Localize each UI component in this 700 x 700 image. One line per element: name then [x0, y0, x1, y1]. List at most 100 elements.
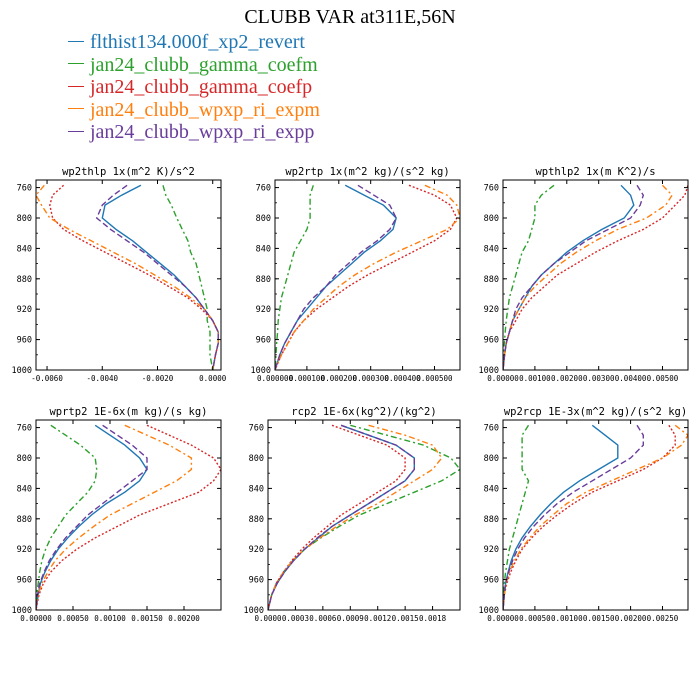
- x-tick-label: 0.00100: [551, 614, 583, 623]
- legend-label: flthist134.000f_xp2_revert: [90, 31, 305, 53]
- x-tick-label: 0.00200: [168, 614, 200, 623]
- x-tick-label: 0.00150: [583, 614, 615, 623]
- series-line: [36, 424, 148, 610]
- panel-title: wprtp2 1E-6x(m kg)/(s kg): [49, 406, 207, 418]
- y-tick-label: 840: [484, 244, 499, 254]
- x-tick-label: 0.0015: [392, 614, 419, 623]
- series-line: [503, 424, 530, 610]
- legend-swatch: [68, 63, 84, 65]
- y-tick-label: 1000: [244, 606, 264, 616]
- panel-title: rcp2 1E-6x(kg^2)/(kg^2): [291, 406, 436, 418]
- legend-item: jan24_clubb_gamma_coefp: [68, 76, 320, 99]
- y-tick-label: 920: [256, 305, 271, 315]
- x-tick-label: 0.00200: [615, 614, 647, 623]
- x-tick-label: 0.00050: [57, 614, 89, 623]
- series-line: [36, 424, 221, 610]
- legend-item: jan24_clubb_gamma_coefm: [68, 54, 320, 77]
- legend-swatch: [68, 85, 84, 87]
- y-tick-label: 920: [249, 545, 264, 555]
- legend-swatch: [68, 40, 84, 42]
- y-tick-label: 840: [17, 484, 32, 494]
- series-line: [36, 184, 219, 370]
- series-line: [101, 184, 219, 370]
- y-tick-label: 880: [256, 275, 271, 285]
- y-tick-label: 920: [484, 545, 499, 555]
- y-tick-label: 960: [249, 576, 264, 586]
- x-tick-label: 0.00050: [519, 614, 551, 623]
- series-line: [275, 185, 314, 370]
- series-group: [503, 424, 688, 610]
- y-tick-label: 960: [17, 576, 32, 586]
- series-line: [503, 184, 645, 370]
- legend-swatch: [68, 130, 84, 132]
- x-tick-label: 0.000500: [416, 374, 453, 383]
- legend-item: jan24_clubb_wpxp_ri_expp: [68, 121, 320, 144]
- legend: flthist134.000f_xp2_revert jan24_clubb_ga…: [68, 31, 320, 144]
- y-tick-label: 920: [17, 305, 32, 315]
- legend-label: jan24_clubb_gamma_coefm: [90, 53, 318, 76]
- plot-frame: [35, 419, 222, 611]
- y-tick-label: 1000: [251, 366, 271, 376]
- legend-label: jan24_clubb_gamma_coefp: [90, 76, 313, 98]
- y-tick-label: 960: [17, 336, 32, 346]
- y-tick-label: 800: [17, 454, 32, 464]
- x-tick-label: -0.0060: [31, 374, 63, 383]
- series-group: [275, 184, 460, 370]
- series-line: [268, 424, 460, 610]
- plot-frame: [502, 419, 689, 611]
- series-line: [275, 184, 397, 370]
- y-tick-label: 760: [17, 424, 32, 434]
- x-tick-label: 0.00000: [487, 614, 519, 623]
- x-tick-label: 0.0009: [337, 614, 364, 623]
- plot-frame: [35, 179, 222, 371]
- y-tick-label: 800: [484, 214, 499, 224]
- y-tick-label: 960: [484, 576, 499, 586]
- plot-frame: [502, 179, 689, 371]
- x-tick-label: 0.00000: [487, 374, 519, 383]
- panel: wp2rtp 1x(m^2 kg)/(s^2 kg) 760 800 840 880 92…: [251, 166, 461, 383]
- series-line: [275, 184, 397, 370]
- y-tick-label: 760: [17, 184, 32, 194]
- y-tick-label: 1000: [12, 366, 32, 376]
- y-tick-label: 1000: [479, 366, 499, 376]
- y-tick-label: 840: [17, 244, 32, 254]
- series-line: [36, 424, 148, 610]
- x-tick-label: 0.00100: [94, 614, 126, 623]
- series-line: [268, 424, 406, 610]
- x-tick-label: 0.0000: [199, 374, 227, 383]
- plot-frame: [267, 419, 461, 611]
- x-tick-label: 0.0000: [254, 614, 282, 623]
- x-tick-label: 0.000300: [353, 374, 390, 383]
- y-tick-label: 760: [484, 424, 499, 434]
- panel-title: wp2rtp 1x(m^2 kg)/(s^2 kg): [285, 166, 449, 178]
- x-tick-label: 0.0006: [309, 614, 337, 623]
- x-tick-label: 0.0012: [364, 614, 391, 623]
- series-line: [503, 424, 644, 610]
- series-line: [268, 424, 415, 610]
- panel: rcp2 1E-6x(kg^2)/(kg^2) 760 800 840 880 920 96…: [244, 406, 461, 623]
- panel: wprtp2 1E-6x(m kg)/(s kg) 760 800 840 880 920…: [12, 406, 222, 623]
- series-line: [503, 424, 688, 610]
- series-line: [49, 184, 219, 370]
- y-tick-label: 760: [256, 184, 271, 194]
- x-tick-label: 0.00200: [551, 374, 583, 383]
- y-tick-label: 1000: [479, 606, 499, 616]
- y-tick-label: 800: [17, 214, 32, 224]
- series-line: [503, 185, 688, 370]
- y-tick-label: 800: [484, 454, 499, 464]
- y-tick-label: 840: [249, 484, 264, 494]
- legend-item: jan24_clubb_wpxp_ri_expm: [68, 99, 320, 122]
- y-tick-label: 960: [256, 336, 271, 346]
- y-tick-label: 760: [249, 424, 264, 434]
- x-tick-label: 0.00000: [20, 614, 52, 623]
- y-tick-label: 760: [484, 184, 499, 194]
- y-tick-label: 920: [484, 305, 499, 315]
- series-line: [503, 184, 673, 370]
- panel: wp2rcp 1E-3x(m^2 kg)/(s^2 kg) 760 800 840 88…: [479, 406, 689, 623]
- x-tick-label: -0.0020: [142, 374, 174, 383]
- x-tick-label: -0.0040: [86, 374, 118, 383]
- series-line: [162, 185, 214, 370]
- series-line: [268, 424, 415, 610]
- series-line: [36, 424, 193, 610]
